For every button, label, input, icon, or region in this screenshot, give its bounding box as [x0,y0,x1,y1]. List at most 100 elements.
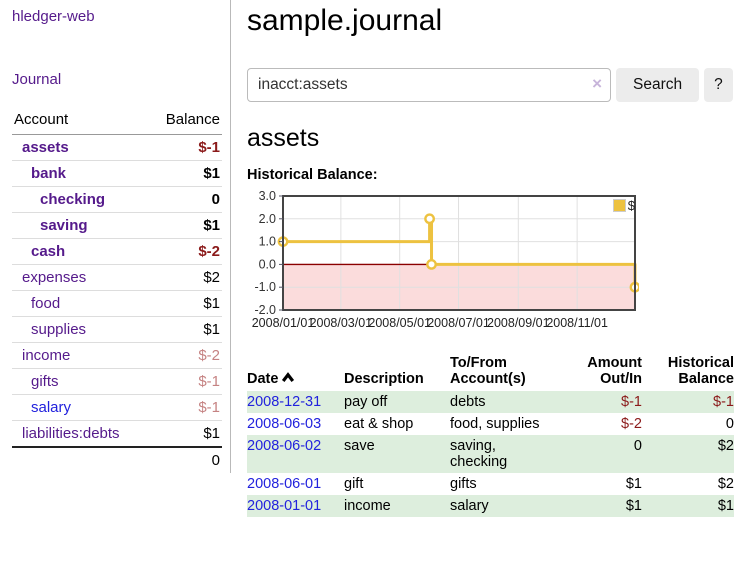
transaction-balance: $2 [717,438,734,454]
transaction-date-link[interactable]: 2008-06-02 [247,438,322,454]
x-tick-label: 2008/09/01 [487,316,550,330]
account-link-gifts[interactable]: gifts [31,373,59,390]
register-header-tofrom: To/From Account(s) [450,355,526,387]
search-input[interactable] [247,68,611,102]
transaction-date-link[interactable]: 2008-06-03 [247,416,322,432]
account-row: gifts $-1 [12,368,222,395]
y-tick-label: -2.0 [254,303,276,317]
search-button[interactable]: Search [616,68,700,102]
register-row: 2008-01-01 income salary $1 $1 [247,495,734,517]
account-link-food[interactable]: food [31,295,61,312]
search-row: × Search ? [247,68,734,102]
x-tick-label: 2008/05/01 [368,316,431,330]
chart-canvas: 3.0 2.0 1.0 0.0 -1.0 -2.02008/01/012008/03/01… [252,189,641,330]
account-row: cash $-2 [12,238,222,265]
transaction-amount: $1 [625,498,642,514]
sidebar: hledger-web Journal Account Balance asse… [0,0,231,473]
account-row: bank $1 [12,160,222,187]
y-tick-label: 2.0 [259,212,276,226]
transaction-date-link[interactable]: 2008-01-01 [247,498,322,514]
transaction-balance: $2 [717,476,734,492]
clear-search-icon[interactable]: × [592,74,602,93]
account-balance: $-1 [149,134,222,161]
chart-title: Historical Balance: [247,167,378,183]
transaction-amount: $1 [625,476,642,492]
transaction-amount: $-1 [621,394,642,410]
register-header-balance: Historical Balance [667,355,734,387]
account-link-saving[interactable]: saving [40,217,88,234]
page: hledger-web Journal Account Balance asse… [0,0,742,517]
accounts-header-account: Account [12,107,150,135]
journal-link[interactable]: Journal [12,71,62,88]
transaction-accounts: saving, checking [450,438,508,470]
account-balance: $-1 [149,394,222,421]
register-header-amount: Amount Out/In [587,355,642,387]
account-balance: $1 [149,316,222,343]
account-link-supplies[interactable]: supplies [31,321,87,338]
register-header-date[interactable]: Date [247,353,344,391]
register-row: 2008-06-01 gift gifts $1 $2 [247,473,734,495]
account-link-assets[interactable]: assets [22,139,69,156]
transaction-description: eat & shop [344,416,414,432]
account-row: food $1 [12,290,222,317]
transaction-accounts: salary [450,498,489,514]
plot-border [282,195,636,311]
account-link-salary[interactable]: salary [31,399,72,416]
account-link-liabilities-debts[interactable]: liabilities:debts [22,425,120,442]
account-heading: assets [247,124,320,152]
transaction-description: income [344,498,391,514]
account-row: supplies $1 [12,316,222,343]
balance-chart: 3.0 2.0 1.0 0.0 -1.0 -2.0 2008/01/01 2008/03/01… [247,189,641,337]
page-title: sample.journal [247,4,443,37]
account-row: income $-2 [12,342,222,369]
account-link-cash[interactable]: cash [31,243,66,260]
account-row: saving $1 [12,212,222,239]
register-body: 2008-12-31 pay off debts $-1 $-1 2008-06-03 ea… [247,391,734,517]
account-row: checking 0 [12,186,222,213]
transaction-description: pay off [344,394,388,410]
accounts-total-value: 0 [149,446,222,473]
register-row: 2008-06-03 eat & shop food, supplies $-2 0 [247,413,734,435]
account-balance: $1 [149,420,222,448]
account-row: assets $-1 [12,134,222,161]
account-balance: $1 [149,212,222,239]
account-balance: $1 [149,290,222,317]
x-tick-label: 2008/11/01 [546,316,608,330]
sort-ascending-icon [282,372,295,382]
transaction-description: save [344,438,375,454]
account-balance: $1 [149,160,222,187]
transaction-accounts: debts [450,394,486,410]
account-link-income[interactable]: income [22,347,71,364]
help-button[interactable]: ? [704,68,733,102]
account-balance: $2 [149,264,222,291]
accounts-total-row: 0 [12,446,222,473]
register-header-description: Description [344,371,424,387]
y-tick-label: 3.0 [259,191,276,203]
app-title-link[interactable]: hledger-web [12,8,95,25]
account-balance: $-2 [149,342,222,369]
register-table: Date Description To/From Account(s) Amou… [247,353,734,517]
transaction-balance: $-1 [713,394,734,410]
y-tick-label: -1.0 [254,280,276,294]
transaction-amount: 0 [633,438,642,454]
transaction-amount: $-2 [621,416,642,432]
account-row: liabilities:debts $1 [12,420,222,448]
accounts-body: assets $-1 bank $1 checking 0 saving $1 cash $-2 e… [12,134,222,448]
transaction-balance: 0 [725,416,734,432]
transaction-accounts: gifts [450,476,477,492]
x-tick-label: 2008/01/01 [252,316,315,330]
account-link-bank[interactable]: bank [31,165,67,182]
main-content: sample.journal × Search ? assets Histori… [231,0,742,517]
register-row: 2008-06-02 save saving, checking 0 $2 [247,435,734,473]
account-row: salary $-1 [12,394,222,421]
account-link-expenses[interactable]: expenses [22,269,87,286]
account-link-checking[interactable]: checking [40,191,106,208]
transaction-accounts: food, supplies [450,416,540,432]
transaction-description: gift [344,476,364,492]
transaction-date-link[interactable]: 2008-12-31 [247,394,322,410]
y-tick-label: 0.0 [259,257,276,271]
account-balance: $-2 [149,238,222,265]
transaction-date-link[interactable]: 2008-06-01 [247,476,322,492]
data-point-marker [426,259,437,270]
transaction-balance: $1 [717,498,734,514]
